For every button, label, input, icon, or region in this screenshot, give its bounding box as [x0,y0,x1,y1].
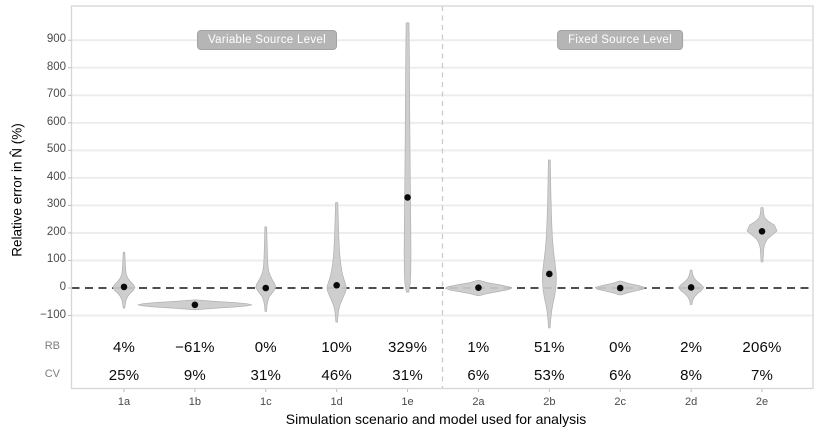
rb-value-2e: 206% [742,339,782,356]
panel-label-fixed-source-level: Fixed Source Level [557,30,683,50]
mean-dot-2c [616,284,624,292]
rb-row-label: RB [44,340,60,352]
y-tick-label-400: 400 [46,170,66,183]
y-tick-label-900: 900 [46,33,66,46]
x-tick-label-2a: 2a [472,396,485,408]
cv-value-1b: 9% [183,367,206,384]
violin-1a [112,251,136,309]
x-tick-label-1a: 1a [117,396,131,408]
mean-dot-2a [475,284,482,292]
x-tick-label-2d: 2d [684,396,698,408]
cv-row-label: CV [44,368,60,380]
cv-value-1d: 46% [321,367,352,384]
mean-dot-1b [191,301,199,309]
rb-value-2b: 51% [534,339,565,356]
cv-value-2e: 7% [750,367,774,384]
y-tick-label-500: 500 [46,143,66,156]
rb-value-1d: 10% [321,339,352,356]
mean-dot-1a [120,283,128,291]
rb-value-1e: 329% [387,339,428,356]
y-tick-label-−100: −100 [40,308,66,321]
x-tick-label-1d: 1d [330,396,343,408]
rb-value-2c: 0% [609,339,632,356]
rb-value-1a: 4% [112,339,136,356]
mean-dot-2b [546,270,553,278]
x-tick-label-1c: 1c [259,396,272,408]
x-tick-label-2e: 2e [755,396,769,408]
y-tick-label-800: 800 [46,60,66,73]
cv-value-2b: 53% [534,367,565,384]
cv-value-2d: 8% [680,367,703,384]
x-axis-title: Simulation scenario and model used for a… [285,411,587,427]
violin-1d [326,202,347,323]
cv-value-1c: 31% [250,367,282,384]
cv-value-2c: 6% [609,367,632,384]
violin-2b [541,159,557,329]
mean-dot-1c [262,284,270,292]
y-tick-label-100: 100 [46,253,66,266]
y-tick-label-300: 300 [46,198,66,211]
x-tick-label-2c: 2c [614,396,627,408]
violin-1c [255,226,277,312]
mean-dot-2d [687,284,695,291]
violin-2e [746,207,778,263]
mean-dot-1d [333,281,340,289]
x-tick-label-2b: 2b [543,396,556,408]
rb-value-1c: 0% [254,339,277,356]
cv-value-1a: 25% [108,367,140,384]
mean-dot-2e [758,227,766,235]
mean-dot-1e [404,194,411,201]
rb-value-1b: −61% [175,339,215,356]
x-tick-label-1b: 1b [188,396,201,408]
panel-label-variable-source-level: Variable Source Level [197,30,337,50]
panel-border [70,5,814,390]
violin-1e [403,22,412,293]
y-tick-label-0: 0 [59,281,66,293]
y-tick-label-700: 700 [46,88,66,101]
rb-value-2d: 2% [680,339,703,356]
rb-value-2a: 1% [467,339,490,356]
x-tick-label-1e: 1e [401,396,414,408]
cv-value-1e: 31% [392,367,423,384]
y-tick-label-600: 600 [46,115,66,128]
y-tick-label-200: 200 [46,225,66,238]
cv-value-2a: 6% [467,367,490,384]
